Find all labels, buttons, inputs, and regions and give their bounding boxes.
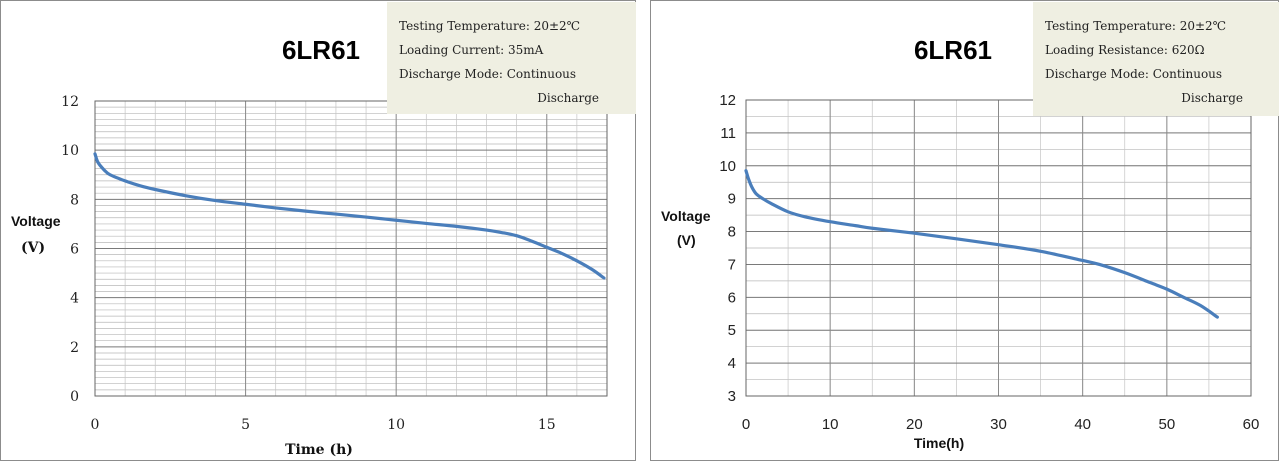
info-line-mode-cont: Discharge bbox=[1181, 91, 1243, 105]
x-tick-label: 0 bbox=[91, 417, 100, 433]
y-tick-label: 5 bbox=[728, 322, 736, 339]
x-tick-label: 50 bbox=[1158, 416, 1175, 433]
discharge-chart-620ohm: 3 4 5 6 7 8 9 10 11 12 0 10 20 30 40 50 60 6LR61 Testin… bbox=[661, 2, 1279, 451]
y-tick-label: 3 bbox=[728, 388, 736, 405]
y-tick-label: 12 bbox=[719, 92, 736, 109]
x-axis-label: Time(h) bbox=[914, 435, 964, 451]
info-line-mode-cont: Discharge bbox=[537, 91, 599, 105]
info-line-temperature: Testing Temperature: 20±2℃ bbox=[1045, 19, 1226, 33]
y-tick-label: 6 bbox=[70, 242, 79, 258]
y-tick-label: 12 bbox=[61, 94, 79, 110]
grid bbox=[745, 99, 1252, 397]
test-conditions-box bbox=[387, 2, 636, 114]
y-tick-label: 2 bbox=[70, 340, 79, 356]
y-tick-label: 4 bbox=[728, 355, 736, 372]
x-axis-label: Time (h) bbox=[285, 442, 353, 458]
plot-frame bbox=[745, 99, 1252, 397]
chart-title: 6LR61 bbox=[282, 35, 360, 65]
info-line-current: Loading Current: 35mA bbox=[399, 43, 544, 57]
plot-frame bbox=[94, 100, 608, 397]
chart-title: 6LR61 bbox=[914, 35, 992, 65]
test-conditions-box bbox=[1033, 2, 1279, 116]
y-tick-labels: 0 2 4 6 8 10 12 bbox=[61, 94, 79, 405]
y-axis-label: Voltage bbox=[661, 208, 711, 224]
x-tick-label: 40 bbox=[1074, 416, 1091, 433]
y-axis-unit: (V) bbox=[677, 232, 696, 248]
discharge-chart-35ma: 0 2 4 6 8 10 12 0 5 10 15 6LR61 Testing Temperatu… bbox=[11, 2, 636, 458]
info-line-mode: Discharge Mode: Continuous bbox=[399, 67, 576, 81]
y-axis-unit: (V) bbox=[21, 240, 45, 256]
y-tick-label: 6 bbox=[728, 289, 736, 306]
x-tick-labels: 0 10 20 30 40 50 60 bbox=[742, 416, 1260, 433]
y-tick-label: 8 bbox=[728, 224, 736, 241]
chart-panel-left: 0 2 4 6 8 10 12 0 5 10 15 6LR61 Testing Temperatu… bbox=[0, 0, 636, 461]
discharge-curve bbox=[744, 169, 1219, 319]
x-tick-label: 10 bbox=[387, 417, 405, 433]
x-tick-label: 30 bbox=[990, 416, 1007, 433]
info-line-temperature: Testing Temperature: 20±2℃ bbox=[399, 19, 580, 33]
y-tick-label: 0 bbox=[70, 389, 79, 405]
y-tick-label: 4 bbox=[70, 291, 79, 307]
y-tick-label: 7 bbox=[728, 256, 736, 273]
x-tick-label: 60 bbox=[1243, 416, 1260, 433]
y-tick-labels: 3 4 5 6 7 8 9 10 11 12 bbox=[719, 92, 736, 405]
y-tick-label: 8 bbox=[70, 192, 79, 208]
y-axis-label: Voltage bbox=[11, 213, 61, 229]
y-tick-label: 10 bbox=[719, 158, 736, 175]
info-line-mode: Discharge Mode: Continuous bbox=[1045, 67, 1222, 81]
y-tick-label: 11 bbox=[720, 125, 736, 142]
x-tick-label: 15 bbox=[538, 417, 556, 433]
y-tick-label: 9 bbox=[728, 191, 736, 208]
chart-panel-right: 3 4 5 6 7 8 9 10 11 12 0 10 20 30 40 50 60 6LR61 Testin… bbox=[650, 0, 1279, 461]
x-tick-label: 20 bbox=[906, 416, 923, 433]
x-tick-labels: 0 5 10 15 bbox=[91, 417, 556, 433]
grid bbox=[94, 100, 608, 397]
y-tick-label: 10 bbox=[61, 143, 79, 159]
x-tick-label: 0 bbox=[742, 416, 750, 433]
info-line-resistance: Loading Resistance: 620Ω bbox=[1045, 43, 1205, 57]
x-tick-label: 5 bbox=[241, 417, 250, 433]
x-tick-label: 10 bbox=[822, 416, 839, 433]
discharge-curve bbox=[93, 152, 606, 280]
